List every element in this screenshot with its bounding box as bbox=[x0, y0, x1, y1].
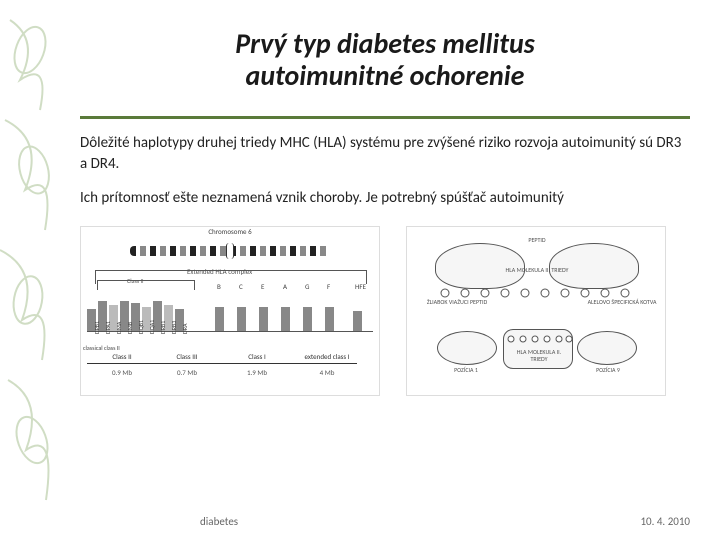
gene-box bbox=[237, 307, 246, 331]
gene-box bbox=[325, 307, 334, 331]
class-cell: Class III bbox=[157, 352, 217, 364]
f2-left-pocket: POZÍCIA 1 bbox=[441, 367, 491, 374]
gene-label: DQA1 bbox=[148, 320, 156, 334]
class-row: Class IIClass IIIClass Iextended class I bbox=[87, 352, 373, 364]
f2-right-pocket: POZÍCIA 9 bbox=[583, 367, 633, 374]
mb-cell: 4 Mb bbox=[297, 368, 357, 377]
f2-right-chain: ALELOVO ŠPECIFICKÁ KOTVA bbox=[577, 299, 667, 306]
mb-row: 0.9 Mb0.7 Mb1.9 Mb4 Mb bbox=[87, 368, 373, 377]
title-line-2: autoimunitné ochorenie bbox=[90, 60, 680, 92]
gene-label: DRB3 bbox=[170, 321, 178, 334]
title-rule bbox=[80, 116, 690, 119]
chromosome-ideogram bbox=[130, 246, 330, 256]
f2-hla-mol: HLA MOLEKULA II. TRIEDY bbox=[497, 267, 577, 274]
gene-letter: B bbox=[217, 282, 221, 291]
gene-box bbox=[215, 307, 224, 331]
slide-title: Prvý typ diabetes mellitus autoimunitné … bbox=[0, 0, 720, 104]
gene-box bbox=[259, 307, 268, 331]
gene-label: DMB bbox=[126, 322, 134, 334]
footer-right: 10. 4. 2010 bbox=[640, 515, 690, 528]
gene-letter: G bbox=[305, 282, 309, 291]
figures-row: Chromosome 6 Extended HLA complex Class … bbox=[0, 208, 720, 396]
gene-box bbox=[281, 307, 290, 331]
gene-letter: F bbox=[327, 282, 330, 291]
class2-left-label: classical class II bbox=[83, 344, 133, 352]
class-cell: extended class I bbox=[297, 352, 357, 364]
class-cell: Class II bbox=[87, 352, 157, 364]
gene-label: DRA bbox=[181, 324, 189, 334]
chrom-caption: Chromosome 6 bbox=[87, 227, 373, 236]
mb-cell: 0.7 Mb bbox=[157, 368, 217, 377]
class-cell: Class I bbox=[217, 352, 297, 364]
f2-peptid-top: PEPTID bbox=[517, 237, 557, 244]
mb-cell: 0.9 Mb bbox=[87, 368, 157, 377]
gene-label: DQB1 bbox=[137, 320, 145, 334]
figure-hla-gene-map: Chromosome 6 Extended HLA complex Class … bbox=[80, 226, 380, 396]
title-line-1: Prvý typ diabetes mellitus bbox=[90, 28, 680, 60]
peptide-beads-lower bbox=[503, 333, 573, 345]
paragraph-2: Ich prítomnosť ešte neznamená vznik chor… bbox=[0, 188, 720, 208]
gene-label: DPB1 bbox=[93, 321, 101, 334]
gene-box bbox=[303, 307, 312, 331]
gene-label: DMA bbox=[115, 322, 123, 334]
gene-box bbox=[353, 311, 362, 331]
mb-cell: 1.9 Mb bbox=[217, 368, 297, 377]
subregion-label: Class II bbox=[127, 278, 144, 285]
gene-letter: E bbox=[261, 282, 264, 291]
paragraph-1: Dôležité haplotypy druhej triedy MHC (HL… bbox=[0, 133, 720, 174]
bracket-label: Extended HLA complex bbox=[187, 268, 252, 276]
gene-letter: C bbox=[239, 282, 243, 291]
gene-label: DRB1 bbox=[159, 321, 167, 334]
footer-left: diabetes bbox=[200, 515, 238, 528]
gene-letter: A bbox=[283, 282, 287, 291]
gene-label: DPA1 bbox=[104, 321, 112, 334]
figure-hla-molecule: PEPTID HLA MOLEKULA II. TRIEDY ŽLIABOK V… bbox=[406, 226, 666, 396]
gene-label-hfe: HFE bbox=[355, 282, 366, 291]
f2-left-chain: ŽLIABOK VIAŽUCI PEPTID bbox=[417, 299, 497, 306]
footer: diabetes 10. 4. 2010 bbox=[0, 515, 720, 528]
gene-boxes-row: DPB1DPA1DMADMBDQB1DQA1DRB1DRB3DRABCEAGFH… bbox=[87, 292, 373, 332]
f2-center-box: HLA MOLEKULA II. TRIEDY bbox=[509, 349, 569, 362]
